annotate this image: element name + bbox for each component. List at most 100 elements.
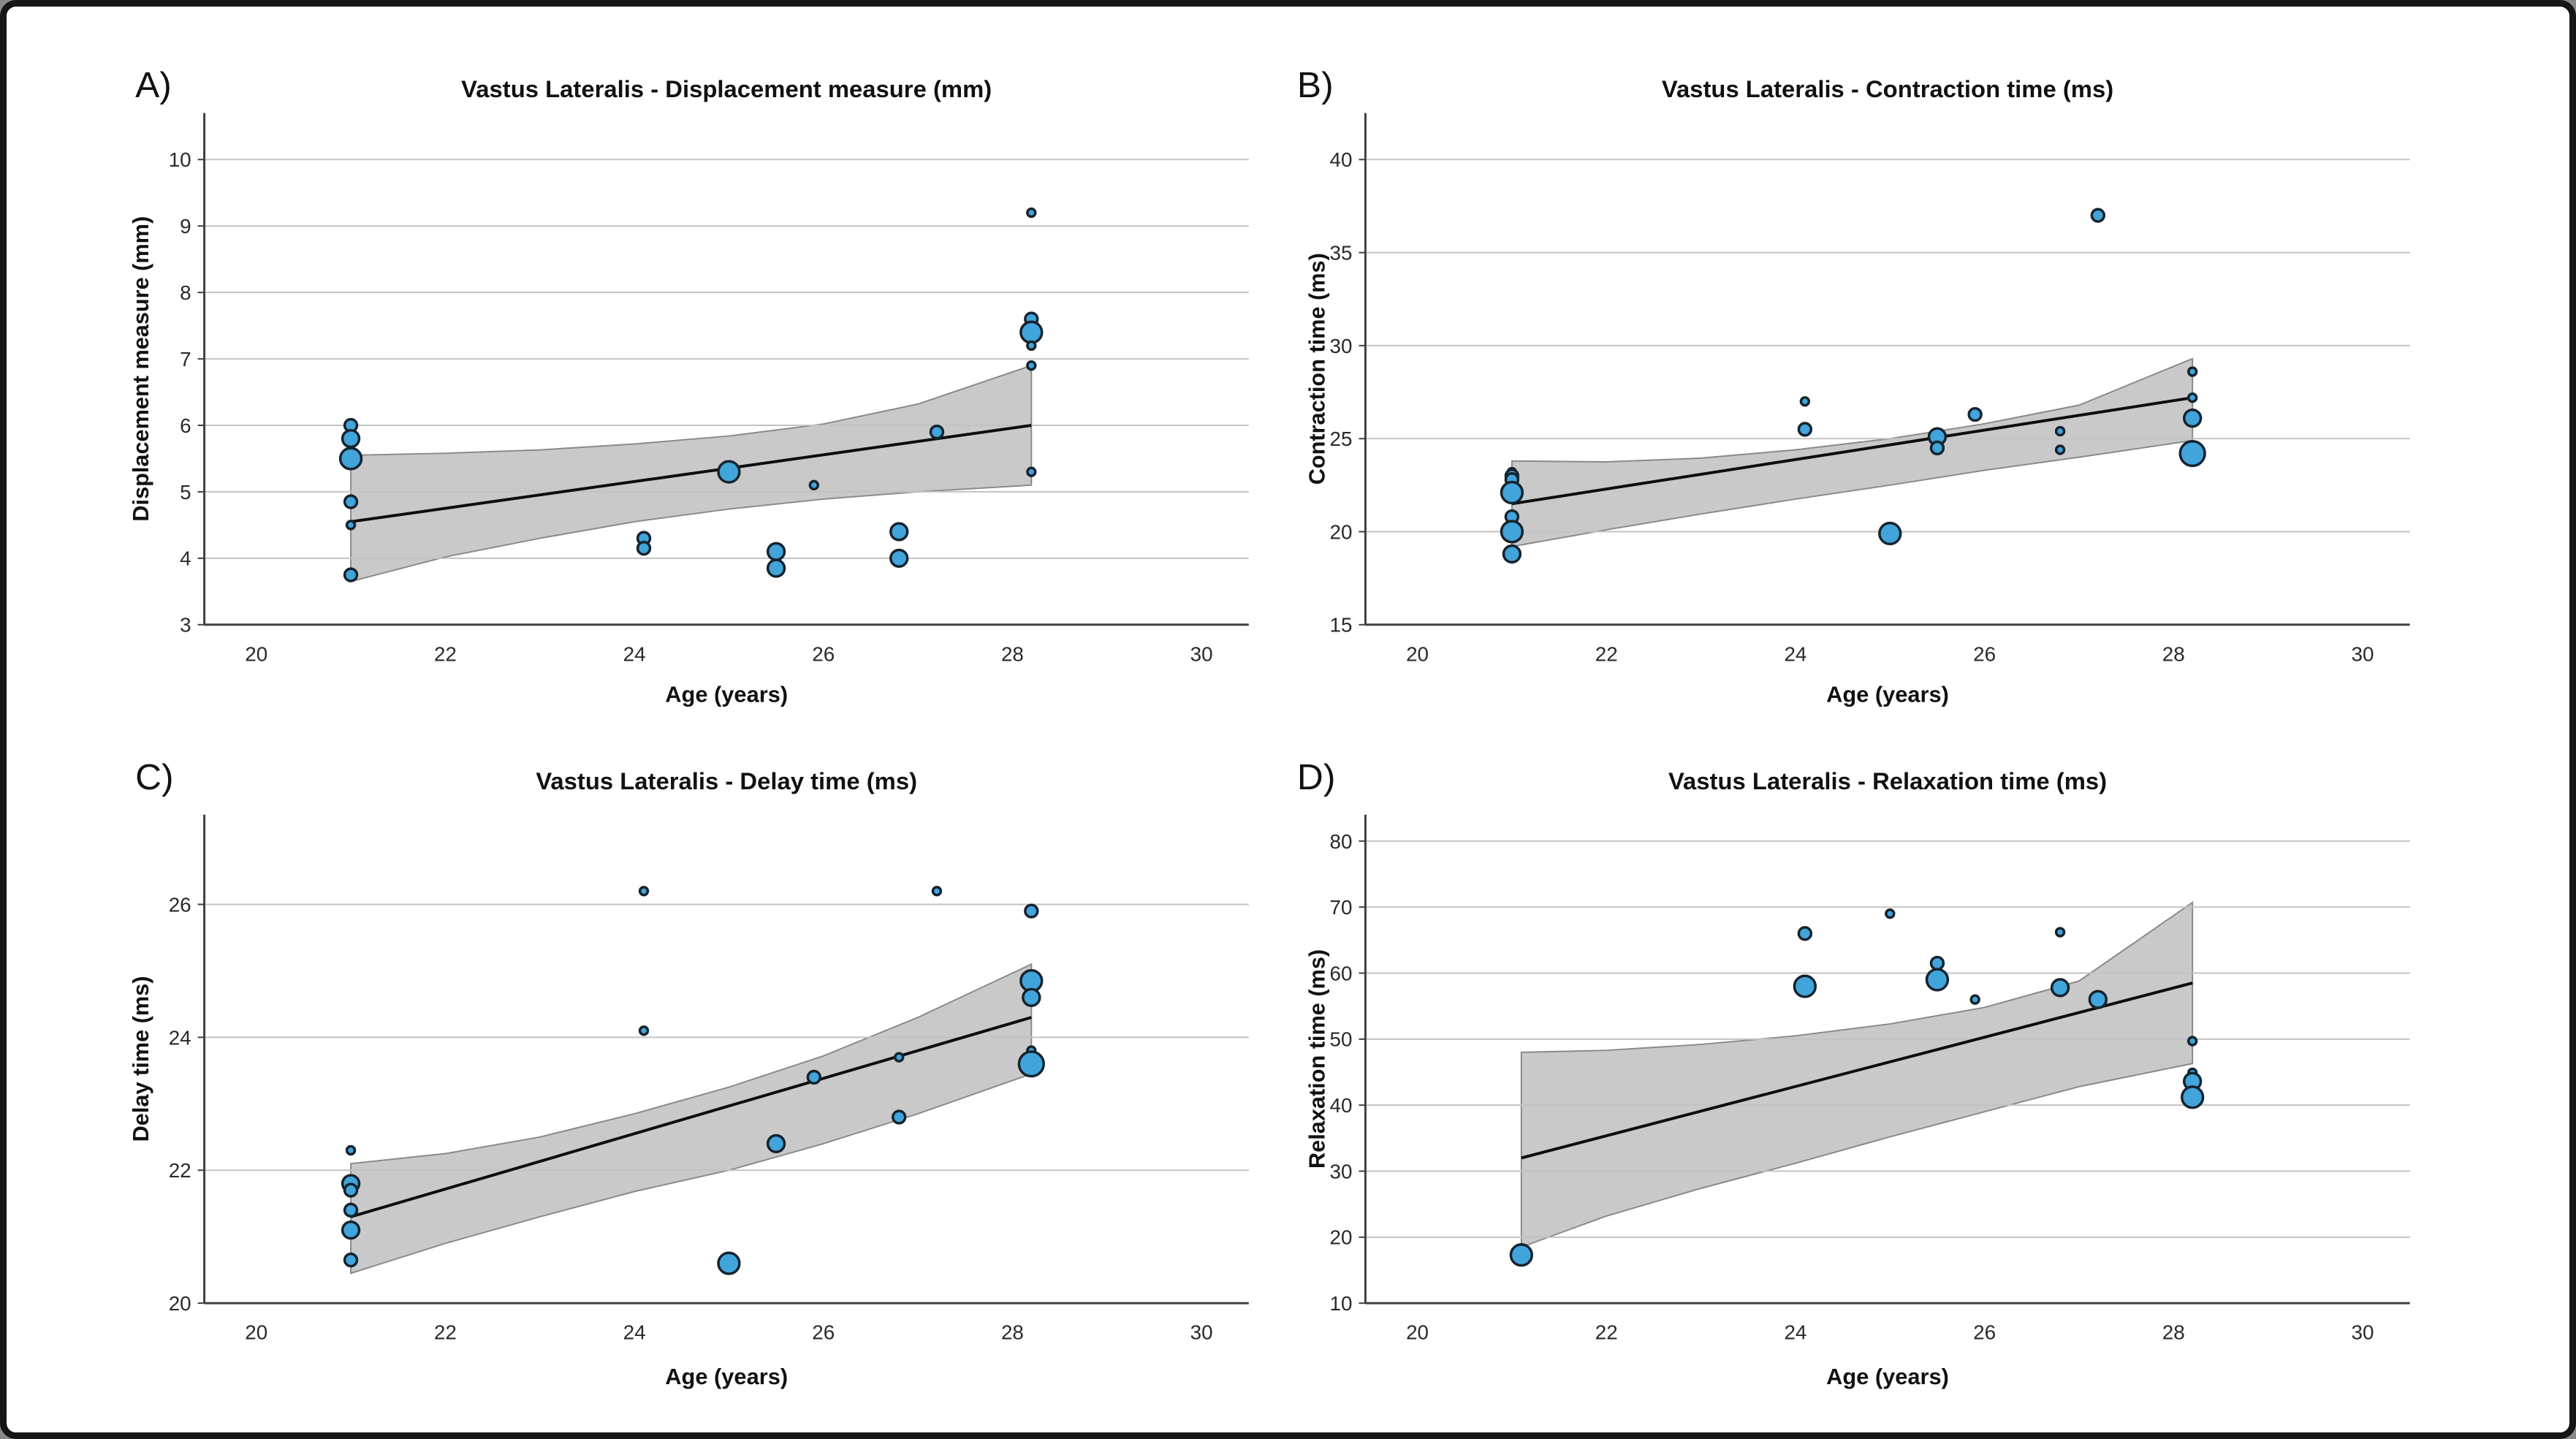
y-tick-label: 30: [1329, 1160, 1352, 1182]
y-tick-label: 25: [1329, 428, 1352, 450]
x-tick-label: 30: [2351, 1321, 2374, 1343]
x-tick-label: 26: [1973, 642, 1996, 665]
x-tick-label: 22: [434, 642, 457, 665]
data-point: [808, 479, 820, 491]
data-point: [1026, 360, 1037, 371]
x-tick-label: 26: [812, 1321, 835, 1343]
data-point: [1929, 955, 1945, 971]
chart-title: Vastus Lateralis - Contraction time (ms): [1661, 75, 2113, 102]
data-point: [343, 494, 359, 509]
data-point: [638, 1025, 650, 1036]
x-tick-label: 20: [245, 1321, 267, 1343]
y-tick-label: 26: [169, 893, 191, 916]
data-point: [1929, 440, 1945, 456]
data-point: [636, 541, 652, 556]
panel-grid: 3 4 5 6 7 8 9 10 20 22 24 26 28 30 A) Vastus Lateralis …: [13, 13, 2563, 1426]
confidence-band: [350, 963, 1033, 1275]
y-axis-title: Displacement measure (mm): [128, 216, 153, 522]
x-axis-title: Age (years): [665, 1364, 788, 1389]
data-point: [2050, 977, 2070, 998]
regression-line: [350, 1015, 1032, 1218]
x-tick-label: 20: [245, 642, 267, 665]
data-point: [2180, 1085, 2204, 1109]
panel-letter: D): [1296, 756, 1334, 797]
y-tick-label: 9: [180, 215, 191, 238]
chart-c-delay-time: 20 22 24 26 20 22 24 26 28 30 C) Vastus Lateralis -…: [128, 756, 1249, 1389]
chart-b-contraction-time: 15 20 25 30 35 40 20 22 24 26 28 30 B) Vastus Lateral…: [1296, 64, 2410, 707]
y-tick-label: 4: [180, 547, 191, 570]
y-tick-label: 60: [1329, 962, 1352, 984]
data-point: [1799, 396, 1810, 407]
x-tick-label: 30: [1190, 642, 1213, 665]
x-tick-label: 30: [2351, 642, 2374, 665]
data-point: [766, 558, 786, 578]
panel-letter: A): [135, 64, 172, 105]
data-point: [1502, 544, 1521, 564]
x-tick-label: 24: [1784, 642, 1806, 665]
data-point: [343, 1182, 359, 1198]
data-point: [1793, 973, 1817, 998]
data-point: [345, 520, 357, 531]
data-point: [766, 1134, 786, 1153]
data-point: [929, 424, 945, 440]
x-tick-label: 22: [1595, 1321, 1617, 1343]
data-point: [1024, 903, 1039, 919]
y-tick-label: 50: [1329, 1028, 1352, 1050]
data-point: [717, 1250, 741, 1275]
data-point: [1797, 422, 1812, 437]
y-tick-label: 20: [169, 1292, 191, 1315]
panel-letter: C): [135, 756, 173, 797]
regression-line: [1520, 981, 2193, 1159]
data-point: [889, 548, 909, 568]
data-point: [1509, 1242, 1533, 1267]
data-point: [1797, 925, 1812, 941]
y-tick-label: 70: [1329, 896, 1352, 919]
x-tick-label: 20: [1406, 642, 1429, 665]
x-tick-label: 24: [1784, 1321, 1806, 1343]
y-tick-label: 35: [1329, 242, 1352, 265]
data-point: [1500, 480, 1524, 505]
data-point: [638, 885, 650, 896]
regression-line: [350, 424, 1032, 523]
y-tick-label: 80: [1329, 829, 1352, 852]
data-point: [341, 429, 361, 449]
y-tick-label: 10: [169, 148, 191, 171]
data-point: [1026, 207, 1037, 219]
data-point: [1026, 466, 1037, 477]
y-tick-label: 15: [1329, 614, 1352, 637]
chart-d-relaxation-time: 10 20 30 40 50 60 70 80 20 22 24 26 28 30 D) Vastus Lat…: [1296, 756, 2410, 1389]
y-tick-label: 6: [180, 414, 191, 437]
data-point: [1969, 993, 1980, 1005]
y-tick-label: 10: [1329, 1292, 1352, 1315]
data-point: [1884, 908, 1895, 919]
data-point: [341, 1220, 361, 1239]
chart-title: Vastus Lateralis - Displacement measure …: [461, 75, 992, 102]
data-point: [1500, 520, 1524, 544]
data-point: [338, 447, 363, 471]
panel-a: 3 4 5 6 7 8 9 10 20 22 24 26 28 30 A) Vastus Lateralis …: [13, 13, 1288, 720]
data-point: [1022, 987, 1041, 1007]
y-tick-label: 20: [1329, 1226, 1352, 1248]
data-point: [717, 460, 741, 484]
data-point: [1017, 1049, 1045, 1077]
data-point: [343, 1202, 359, 1218]
regression-line: [1511, 396, 2192, 506]
data-point: [2054, 425, 2065, 437]
x-tick-label: 20: [1406, 1321, 1429, 1343]
chart-title: Vastus Lateralis - Relaxation time (ms): [1668, 767, 2106, 794]
confidence-band: [1511, 357, 2193, 548]
data-point: [889, 522, 909, 542]
data-point: [2186, 366, 2197, 377]
data-point: [343, 567, 359, 582]
data-point: [2186, 1035, 2197, 1047]
data-point: [2054, 444, 2065, 455]
x-tick-label: 28: [2162, 642, 2184, 665]
x-tick-label: 28: [2162, 1321, 2184, 1343]
data-point: [2054, 926, 2065, 938]
x-tick-label: 24: [623, 642, 646, 665]
panel-c: 20 22 24 26 20 22 24 26 28 30 C) Vastus Lateralis -…: [13, 720, 1288, 1427]
chart-a-displacement: 3 4 5 6 7 8 9 10 20 22 24 26 28 30 A) Vastus Lateralis …: [128, 64, 1249, 707]
x-axis-title: Age (years): [1826, 1364, 1949, 1389]
y-tick-label: 22: [169, 1159, 191, 1182]
